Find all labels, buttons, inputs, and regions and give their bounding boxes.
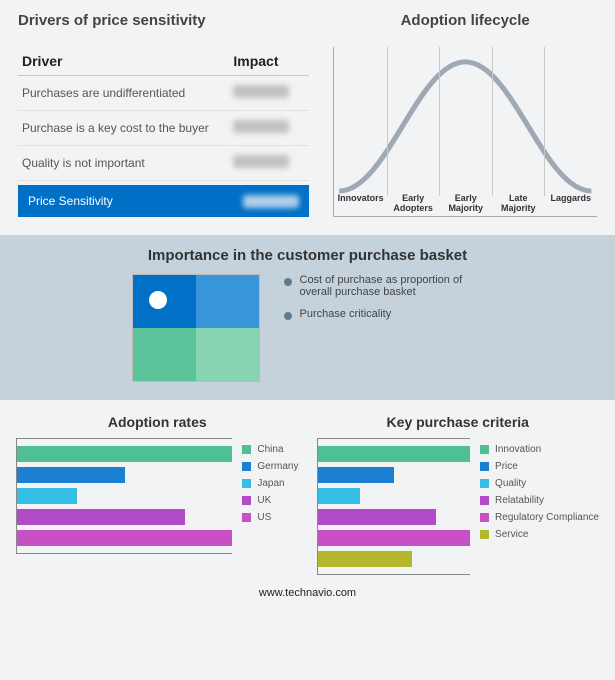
bar xyxy=(318,446,471,462)
adoption-rates-bars xyxy=(16,438,232,554)
legend-label: US xyxy=(257,512,271,523)
drivers-panel: Drivers of price sensitivity Driver Impa… xyxy=(18,12,309,217)
importance-matrix xyxy=(132,274,260,382)
legend-label: Price xyxy=(495,461,518,472)
adoption-rates-panel: Adoption rates China Germany Japan UK US xyxy=(16,414,299,575)
legend-item: Innovation xyxy=(480,444,599,455)
legend-swatch xyxy=(480,530,489,539)
bar xyxy=(318,509,437,525)
legend-swatch xyxy=(480,479,489,488)
bar xyxy=(318,530,471,546)
bar xyxy=(17,467,125,483)
bar xyxy=(17,509,185,525)
footer-url: www.technavio.com xyxy=(0,581,615,609)
legend-swatch xyxy=(480,445,489,454)
legend-swatch xyxy=(480,496,489,505)
legend-item: Price xyxy=(480,461,599,472)
criteria-panel: Key purchase criteria Innovation Price Qua… xyxy=(317,414,600,575)
legend-item: Relatability xyxy=(480,495,599,506)
legend-item: Quality xyxy=(480,478,599,489)
legend-label: Germany xyxy=(257,461,298,472)
importance-panel: Importance in the customer purchase bask… xyxy=(0,235,615,400)
legend-swatch xyxy=(242,513,251,522)
legend-item: US xyxy=(242,512,298,523)
driver-label: Purchases are undifferentiated xyxy=(18,76,229,111)
driver-label: Purchase is a key cost to the buyer xyxy=(18,111,229,146)
bar xyxy=(318,488,361,504)
legend-label: Japan xyxy=(257,478,284,489)
matrix-quadrant xyxy=(196,328,259,381)
legend-label: Relatability xyxy=(495,495,544,506)
lifecycle-category: EarlyMajority xyxy=(439,194,492,214)
driver-impact-blurred xyxy=(229,76,309,111)
legend-label: Quality xyxy=(495,478,526,489)
col-impact: Impact xyxy=(229,47,309,76)
legend-swatch xyxy=(242,445,251,454)
criteria-bars xyxy=(317,438,471,575)
criteria-title: Key purchase criteria xyxy=(317,414,600,430)
legend-item: Germany xyxy=(242,461,298,472)
lifecycle-title: Adoption lifecycle xyxy=(333,12,597,29)
matrix-quadrant xyxy=(196,275,259,328)
lifecycle-chart: InnovatorsEarlyAdoptersEarlyMajorityLate… xyxy=(333,47,597,217)
driver-row: Purchases are undifferentiated xyxy=(18,76,309,111)
driver-row: Quality is not important xyxy=(18,146,309,181)
legend-swatch xyxy=(242,496,251,505)
bar xyxy=(17,488,77,504)
adoption-rates-title: Adoption rates xyxy=(16,414,299,430)
bar xyxy=(17,446,232,462)
sensitivity-value-blurred xyxy=(243,195,299,208)
legend-swatch xyxy=(242,462,251,471)
col-driver: Driver xyxy=(18,47,229,76)
sensitivity-label: Price Sensitivity xyxy=(28,194,113,208)
lifecycle-category: LateMajority xyxy=(492,194,545,214)
legend-swatch xyxy=(480,513,489,522)
driver-impact-blurred xyxy=(229,111,309,146)
drivers-title: Drivers of price sensitivity xyxy=(18,12,309,29)
lifecycle-category: EarlyAdopters xyxy=(387,194,440,214)
legend-item: China xyxy=(242,444,298,455)
bar xyxy=(318,551,413,567)
legend-label: China xyxy=(257,444,283,455)
legend-swatch xyxy=(480,462,489,471)
bar xyxy=(318,467,394,483)
lifecycle-category: Innovators xyxy=(334,194,387,214)
price-sensitivity-row: Price Sensitivity xyxy=(18,185,309,217)
importance-legend-item: Cost of purchase as proportion of overal… xyxy=(284,274,484,298)
driver-impact-blurred xyxy=(229,146,309,181)
drivers-table: Driver Impact Purchases are undifferenti… xyxy=(18,47,309,181)
legend-swatch xyxy=(242,479,251,488)
lifecycle-panel: Adoption lifecycle InnovatorsEarlyAdopte… xyxy=(333,12,597,217)
importance-title: Importance in the customer purchase bask… xyxy=(0,247,615,264)
matrix-position-dot xyxy=(149,291,167,309)
legend-item: Regulatory Compliance xyxy=(480,512,599,523)
lifecycle-category: Laggards xyxy=(545,194,598,214)
criteria-legend: Innovation Price Quality Relatability Regula… xyxy=(480,438,599,575)
importance-legend-item: Purchase criticality xyxy=(284,308,484,320)
legend-item: Service xyxy=(480,529,599,540)
driver-label: Quality is not important xyxy=(18,146,229,181)
legend-label: Regulatory Compliance xyxy=(495,512,599,523)
legend-item: Japan xyxy=(242,478,298,489)
legend-item: UK xyxy=(242,495,298,506)
importance-legend: Cost of purchase as proportion of overal… xyxy=(284,274,484,330)
legend-label: Innovation xyxy=(495,444,541,455)
driver-row: Purchase is a key cost to the buyer xyxy=(18,111,309,146)
adoption-rates-legend: China Germany Japan UK US xyxy=(242,438,298,554)
matrix-quadrant xyxy=(133,328,196,381)
legend-label: Service xyxy=(495,529,528,540)
legend-label: UK xyxy=(257,495,271,506)
bar xyxy=(17,530,232,546)
